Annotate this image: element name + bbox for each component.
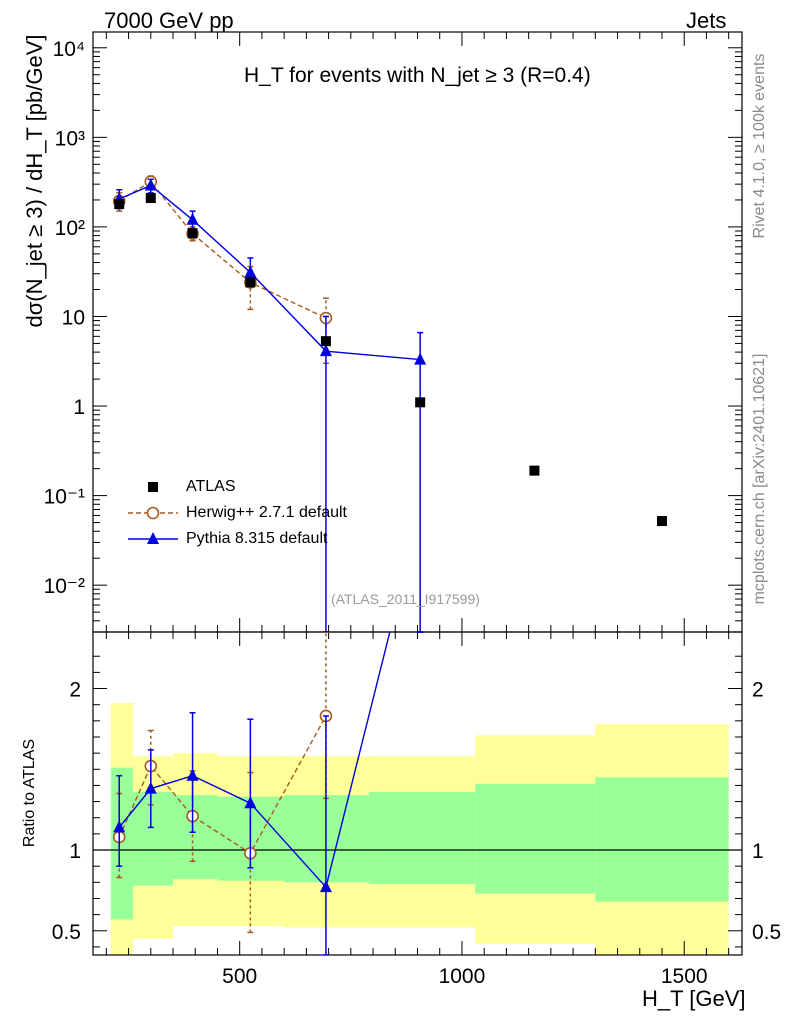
ratio-band-inner [475,783,596,894]
pythia-point [244,265,257,278]
atlas-point [187,228,198,239]
ratio-ylabel: Ratio to ATLAS [21,738,38,848]
header-left: 7000 GeV pp [104,8,234,33]
ratio-pythia-point [113,820,126,833]
legend-entry-atlas: ATLAS [186,478,236,495]
atlas-point [245,277,256,288]
atlas-point [529,465,540,476]
atlas-point [656,516,667,527]
pythia-point [186,212,199,225]
atlas-point [114,199,125,210]
analysis-watermark: (ATLAS_2011_I917599) [331,591,480,607]
ratio-pythia-line [118,632,391,889]
pythia-line [118,184,421,361]
ratio-y-tick-label: 0.5 [52,921,81,944]
legend-entry-pythia: Pythia 8.315 default [186,530,328,547]
main-title: H_T for events with N_jet ≥ 3 (R=0.4) [244,64,591,87]
ratio-series-group [112,632,424,955]
ratio-y-tick-label: 2 [69,679,81,702]
y-tick-label: 10² [55,217,85,240]
ratio-band-inner [368,791,476,884]
y-tick-label: 10⁴ [53,38,85,61]
ratio-pythia-point [144,781,157,794]
atlas-point [320,336,331,347]
legend-entry-herwig: Herwig++ 2.7.1 default [186,504,347,521]
side-rivet-label: Rivet 4.1.0, ≥ 100k events [751,53,768,239]
y-tick-label: 1 [73,396,85,419]
ratio-y-tick-label: 2 [752,679,764,702]
x-tick-label: 1500 [661,965,708,988]
ratio-pythia-point [319,880,332,893]
ratio-y-tick-label: 1 [69,840,81,863]
ratio-pythia-point [186,768,199,781]
pythia-point [414,352,427,365]
ratio-y-tick-label: 0.5 [752,921,781,944]
legend-marker-atlas [148,482,158,492]
x-tick-label: 1000 [439,965,486,988]
y-tick-label: 10⁻² [44,575,85,598]
legend-marker-herwig [146,506,160,520]
pythia-point [319,344,332,357]
ratio-band-inner [133,791,174,886]
main-ylabel: dσ(N_jet ≥ 3) / dH_T [pb/GeV] [22,34,47,328]
atlas-point [145,193,156,204]
legend-marker-pythia [147,532,159,544]
y-tick-label: 10⁻¹ [44,486,85,509]
x-axis-label: H_T [GeV] [642,986,746,1011]
ratio-band-inner [110,767,134,920]
y-tick-label: 10 [62,306,85,329]
y-tick-label: 10³ [55,127,85,150]
ratio-band-inner [595,777,729,902]
ratio-y-tick-label: 1 [752,840,764,863]
ratio-band-inner [173,795,218,880]
side-mcplots-label: mcplots.cern.ch [arXiv:2401.10621] [751,353,768,605]
ratio-pythia-point [244,796,257,809]
ratio-herwig-line [118,715,327,855]
atlas-point [415,397,426,408]
x-tick-label: 500 [222,965,257,988]
herwig-line [118,180,327,319]
pythia-point [144,178,157,191]
header-right: Jets [686,8,727,33]
